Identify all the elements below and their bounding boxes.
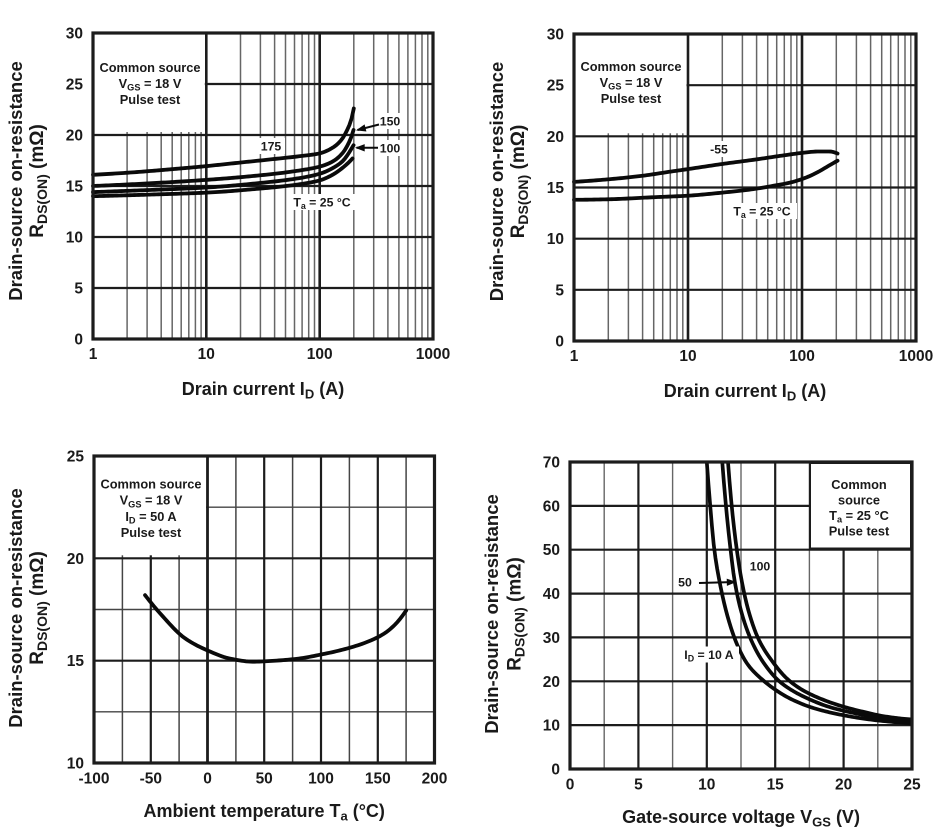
svg-text:30: 30 xyxy=(547,27,564,44)
svg-text:Pulse test: Pulse test xyxy=(829,524,890,539)
svg-text:30: 30 xyxy=(543,630,560,647)
svg-text:Ambient temperature Ta​ (°C): Ambient temperature Ta​ (°C) xyxy=(143,801,384,824)
svg-text:0: 0 xyxy=(566,777,575,794)
svg-text:25: 25 xyxy=(903,777,921,794)
svg-text:30: 30 xyxy=(66,26,83,43)
svg-text:ID​ = 10 A: ID​ = 10 A xyxy=(684,648,733,664)
svg-text:15: 15 xyxy=(547,180,565,197)
svg-text:5: 5 xyxy=(555,282,564,299)
svg-text:Drain-source on-resistance: Drain-source on-resistance xyxy=(5,61,26,301)
svg-text:100: 100 xyxy=(307,346,333,363)
svg-text:100: 100 xyxy=(789,348,815,365)
svg-text:Drain-source on-resistance: Drain-source on-resistance xyxy=(486,62,507,302)
svg-text:Gate-source voltage VGS​ (V): Gate-source voltage VGS​ (V) xyxy=(622,807,860,830)
svg-text:-100: -100 xyxy=(78,771,109,788)
svg-text:15: 15 xyxy=(66,179,84,196)
svg-text:0: 0 xyxy=(555,334,564,351)
svg-text:source: source xyxy=(838,493,880,508)
svg-text:0: 0 xyxy=(551,762,560,779)
svg-text:Drain-source on-resistance: Drain-source on-resistance xyxy=(481,494,502,734)
svg-text:0: 0 xyxy=(203,771,212,788)
svg-text:100: 100 xyxy=(308,771,334,788)
svg-text:15: 15 xyxy=(67,653,85,670)
svg-text:100: 100 xyxy=(750,559,771,573)
svg-text:RDS(ON)​ (mΩ): RDS(ON)​ (mΩ) xyxy=(27,551,50,665)
svg-text:Ta​ = 25 °C: Ta​ = 25 °C xyxy=(733,204,790,220)
svg-text:150: 150 xyxy=(380,114,401,128)
svg-text:-55: -55 xyxy=(710,142,728,156)
svg-text:20: 20 xyxy=(835,777,852,794)
svg-text:Pulse test: Pulse test xyxy=(121,525,182,540)
svg-text:VGS​ = 18 V: VGS​ = 18 V xyxy=(120,493,183,510)
svg-text:50: 50 xyxy=(543,542,560,559)
svg-text:25: 25 xyxy=(547,78,565,95)
svg-text:Common source: Common source xyxy=(101,477,202,492)
svg-text:10: 10 xyxy=(679,348,696,365)
svg-text:10: 10 xyxy=(547,231,564,248)
svg-text:RDS(ON)​ (mΩ): RDS(ON)​ (mΩ) xyxy=(27,124,50,238)
svg-text:Pulse test: Pulse test xyxy=(601,91,662,106)
svg-text:Common: Common xyxy=(831,477,887,492)
svg-text:5: 5 xyxy=(634,777,643,794)
svg-text:175: 175 xyxy=(261,139,282,153)
svg-text:1000: 1000 xyxy=(899,348,933,365)
svg-text:Drain current ID​ (A): Drain current ID​ (A) xyxy=(664,381,826,404)
svg-text:25: 25 xyxy=(66,77,84,94)
svg-text:200: 200 xyxy=(422,771,448,788)
svg-text:15: 15 xyxy=(767,777,785,794)
svg-text:Common source: Common source xyxy=(100,60,201,75)
svg-text:20: 20 xyxy=(66,128,83,145)
svg-text:10: 10 xyxy=(67,756,84,773)
svg-text:10: 10 xyxy=(543,718,560,735)
svg-text:1: 1 xyxy=(570,348,579,365)
svg-text:10: 10 xyxy=(698,777,715,794)
svg-text:10: 10 xyxy=(198,346,215,363)
svg-text:Ta​ = 25 °C: Ta​ = 25 °C xyxy=(293,195,350,211)
svg-text:150: 150 xyxy=(365,771,391,788)
svg-text:1000: 1000 xyxy=(416,346,450,363)
svg-text:Common source: Common source xyxy=(581,59,682,74)
svg-text:40: 40 xyxy=(543,586,560,603)
svg-text:25: 25 xyxy=(67,449,85,466)
svg-text:20: 20 xyxy=(543,674,560,691)
svg-text:50: 50 xyxy=(678,575,692,589)
svg-text:-50: -50 xyxy=(140,771,162,788)
svg-text:VGS​ = 18 V: VGS​ = 18 V xyxy=(119,76,182,93)
svg-text:70: 70 xyxy=(543,455,560,472)
svg-text:Pulse test: Pulse test xyxy=(120,92,181,107)
svg-text:10: 10 xyxy=(66,230,83,247)
svg-text:0: 0 xyxy=(74,332,83,349)
svg-text:5: 5 xyxy=(74,281,83,298)
svg-text:Drain current ID​ (A): Drain current ID​ (A) xyxy=(182,379,344,402)
svg-text:60: 60 xyxy=(543,498,560,515)
svg-text:20: 20 xyxy=(547,129,564,146)
svg-text:50: 50 xyxy=(256,771,273,788)
svg-text:100: 100 xyxy=(380,141,401,155)
svg-text:VGS​ = 18 V: VGS​ = 18 V xyxy=(600,75,663,92)
svg-text:Drain-source on-resistance: Drain-source on-resistance xyxy=(5,488,26,728)
svg-text:20: 20 xyxy=(67,551,84,568)
svg-text:Ta​ = 25 °C: Ta​ = 25 °C xyxy=(829,508,889,525)
svg-text:1: 1 xyxy=(89,346,98,363)
svg-text:ID​ = 50 A: ID​ = 50 A xyxy=(125,509,176,526)
